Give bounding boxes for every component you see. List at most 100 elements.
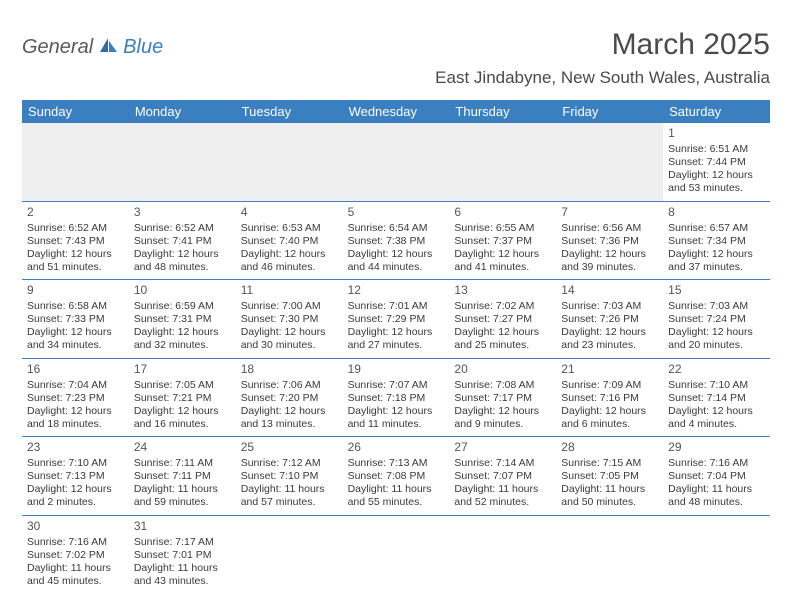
title-block: March 2025 East Jindabyne, New South Wal… xyxy=(435,28,770,88)
sunset-line: Sunset: 7:17 PM xyxy=(454,392,551,405)
weekday-header: Sunday xyxy=(22,100,129,123)
day-number: 5 xyxy=(348,205,445,220)
sunrise-line: Sunrise: 6:54 AM xyxy=(348,222,445,235)
calendar-cell: 8Sunrise: 6:57 AMSunset: 7:34 PMDaylight… xyxy=(663,202,770,281)
sunrise-line: Sunrise: 7:10 AM xyxy=(668,379,765,392)
daylight-line: Daylight: 12 hours and 39 minutes. xyxy=(561,248,658,274)
sunset-line: Sunset: 7:29 PM xyxy=(348,313,445,326)
calendar-header-row: SundayMondayTuesdayWednesdayThursdayFrid… xyxy=(22,100,770,123)
logo-text-general: General xyxy=(22,36,93,59)
daylight-line: Daylight: 12 hours and 18 minutes. xyxy=(27,405,124,431)
day-number: 22 xyxy=(668,362,765,377)
day-number: 30 xyxy=(27,519,124,534)
day-number: 28 xyxy=(561,440,658,455)
calendar: SundayMondayTuesdayWednesdayThursdayFrid… xyxy=(22,100,770,593)
sunset-line: Sunset: 7:30 PM xyxy=(241,313,338,326)
daylight-line: Daylight: 11 hours and 52 minutes. xyxy=(454,483,551,509)
sunset-line: Sunset: 7:33 PM xyxy=(27,313,124,326)
daylight-line: Daylight: 11 hours and 48 minutes. xyxy=(668,483,765,509)
sunset-line: Sunset: 7:11 PM xyxy=(134,470,231,483)
daylight-line: Daylight: 12 hours and 30 minutes. xyxy=(241,326,338,352)
sunset-line: Sunset: 7:36 PM xyxy=(561,235,658,248)
daylight-line: Daylight: 12 hours and 2 minutes. xyxy=(27,483,124,509)
weekday-header: Thursday xyxy=(449,100,556,123)
day-number: 2 xyxy=(27,205,124,220)
daylight-line: Daylight: 12 hours and 27 minutes. xyxy=(348,326,445,352)
day-number: 25 xyxy=(241,440,338,455)
daylight-line: Daylight: 12 hours and 32 minutes. xyxy=(134,326,231,352)
weekday-header: Tuesday xyxy=(236,100,343,123)
day-number: 26 xyxy=(348,440,445,455)
sunset-line: Sunset: 7:27 PM xyxy=(454,313,551,326)
sunrise-line: Sunrise: 7:11 AM xyxy=(134,457,231,470)
sunrise-line: Sunrise: 7:07 AM xyxy=(348,379,445,392)
weekday-header: Wednesday xyxy=(343,100,450,123)
weekday-header: Monday xyxy=(129,100,236,123)
sunset-line: Sunset: 7:07 PM xyxy=(454,470,551,483)
calendar-cell: 11Sunrise: 7:00 AMSunset: 7:30 PMDayligh… xyxy=(236,280,343,359)
daylight-line: Daylight: 12 hours and 53 minutes. xyxy=(668,169,765,195)
weekday-header: Saturday xyxy=(663,100,770,123)
sunrise-line: Sunrise: 7:04 AM xyxy=(27,379,124,392)
sunrise-line: Sunrise: 7:12 AM xyxy=(241,457,338,470)
daylight-line: Daylight: 12 hours and 51 minutes. xyxy=(27,248,124,274)
sunset-line: Sunset: 7:20 PM xyxy=(241,392,338,405)
sunrise-line: Sunrise: 6:59 AM xyxy=(134,300,231,313)
calendar-cell: 3Sunrise: 6:52 AMSunset: 7:41 PMDaylight… xyxy=(129,202,236,281)
calendar-cell: 25Sunrise: 7:12 AMSunset: 7:10 PMDayligh… xyxy=(236,437,343,516)
daylight-line: Daylight: 12 hours and 20 minutes. xyxy=(668,326,765,352)
daylight-line: Daylight: 12 hours and 37 minutes. xyxy=(668,248,765,274)
logo-text-blue: Blue xyxy=(123,36,163,59)
calendar-cell: 29Sunrise: 7:16 AMSunset: 7:04 PMDayligh… xyxy=(663,437,770,516)
calendar-cell: 16Sunrise: 7:04 AMSunset: 7:23 PMDayligh… xyxy=(22,359,129,438)
daylight-line: Daylight: 12 hours and 23 minutes. xyxy=(561,326,658,352)
sunset-line: Sunset: 7:43 PM xyxy=(27,235,124,248)
calendar-cell-blank xyxy=(22,123,129,202)
calendar-cell: 19Sunrise: 7:07 AMSunset: 7:18 PMDayligh… xyxy=(343,359,450,438)
daylight-line: Daylight: 12 hours and 6 minutes. xyxy=(561,405,658,431)
day-number: 13 xyxy=(454,283,551,298)
day-number: 11 xyxy=(241,283,338,298)
sunrise-line: Sunrise: 7:15 AM xyxy=(561,457,658,470)
sunset-line: Sunset: 7:14 PM xyxy=(668,392,765,405)
sunrise-line: Sunrise: 6:57 AM xyxy=(668,222,765,235)
daylight-line: Daylight: 11 hours and 55 minutes. xyxy=(348,483,445,509)
sunrise-line: Sunrise: 7:02 AM xyxy=(454,300,551,313)
sunrise-line: Sunrise: 7:06 AM xyxy=(241,379,338,392)
sunset-line: Sunset: 7:44 PM xyxy=(668,156,765,169)
sunrise-line: Sunrise: 7:16 AM xyxy=(668,457,765,470)
sunset-line: Sunset: 7:26 PM xyxy=(561,313,658,326)
calendar-cell: 23Sunrise: 7:10 AMSunset: 7:13 PMDayligh… xyxy=(22,437,129,516)
calendar-cell: 24Sunrise: 7:11 AMSunset: 7:11 PMDayligh… xyxy=(129,437,236,516)
weekday-header: Friday xyxy=(556,100,663,123)
sunset-line: Sunset: 7:34 PM xyxy=(668,235,765,248)
daylight-line: Daylight: 11 hours and 45 minutes. xyxy=(27,562,124,588)
calendar-cell-blank xyxy=(556,123,663,202)
sunrise-line: Sunrise: 7:17 AM xyxy=(134,536,231,549)
calendar-cell: 9Sunrise: 6:58 AMSunset: 7:33 PMDaylight… xyxy=(22,280,129,359)
sunset-line: Sunset: 7:10 PM xyxy=(241,470,338,483)
sunset-line: Sunset: 7:41 PM xyxy=(134,235,231,248)
calendar-cell-blank xyxy=(236,123,343,202)
calendar-body: 1Sunrise: 6:51 AMSunset: 7:44 PMDaylight… xyxy=(22,123,770,593)
calendar-cell-blank xyxy=(343,123,450,202)
sunset-line: Sunset: 7:24 PM xyxy=(668,313,765,326)
daylight-line: Daylight: 12 hours and 46 minutes. xyxy=(241,248,338,274)
sunset-line: Sunset: 7:04 PM xyxy=(668,470,765,483)
day-number: 4 xyxy=(241,205,338,220)
daylight-line: Daylight: 12 hours and 44 minutes. xyxy=(348,248,445,274)
day-number: 9 xyxy=(27,283,124,298)
sunset-line: Sunset: 7:08 PM xyxy=(348,470,445,483)
day-number: 16 xyxy=(27,362,124,377)
day-number: 24 xyxy=(134,440,231,455)
day-number: 17 xyxy=(134,362,231,377)
calendar-cell: 2Sunrise: 6:52 AMSunset: 7:43 PMDaylight… xyxy=(22,202,129,281)
daylight-line: Daylight: 12 hours and 16 minutes. xyxy=(134,405,231,431)
calendar-cell: 15Sunrise: 7:03 AMSunset: 7:24 PMDayligh… xyxy=(663,280,770,359)
calendar-cell: 10Sunrise: 6:59 AMSunset: 7:31 PMDayligh… xyxy=(129,280,236,359)
calendar-cell: 30Sunrise: 7:16 AMSunset: 7:02 PMDayligh… xyxy=(22,516,129,594)
day-number: 10 xyxy=(134,283,231,298)
daylight-line: Daylight: 12 hours and 4 minutes. xyxy=(668,405,765,431)
calendar-cell: 1Sunrise: 6:51 AMSunset: 7:44 PMDaylight… xyxy=(663,123,770,202)
calendar-cell: 22 Sunrise: 7:10 AMSunset: 7:14 PMDayligh… xyxy=(663,359,770,438)
